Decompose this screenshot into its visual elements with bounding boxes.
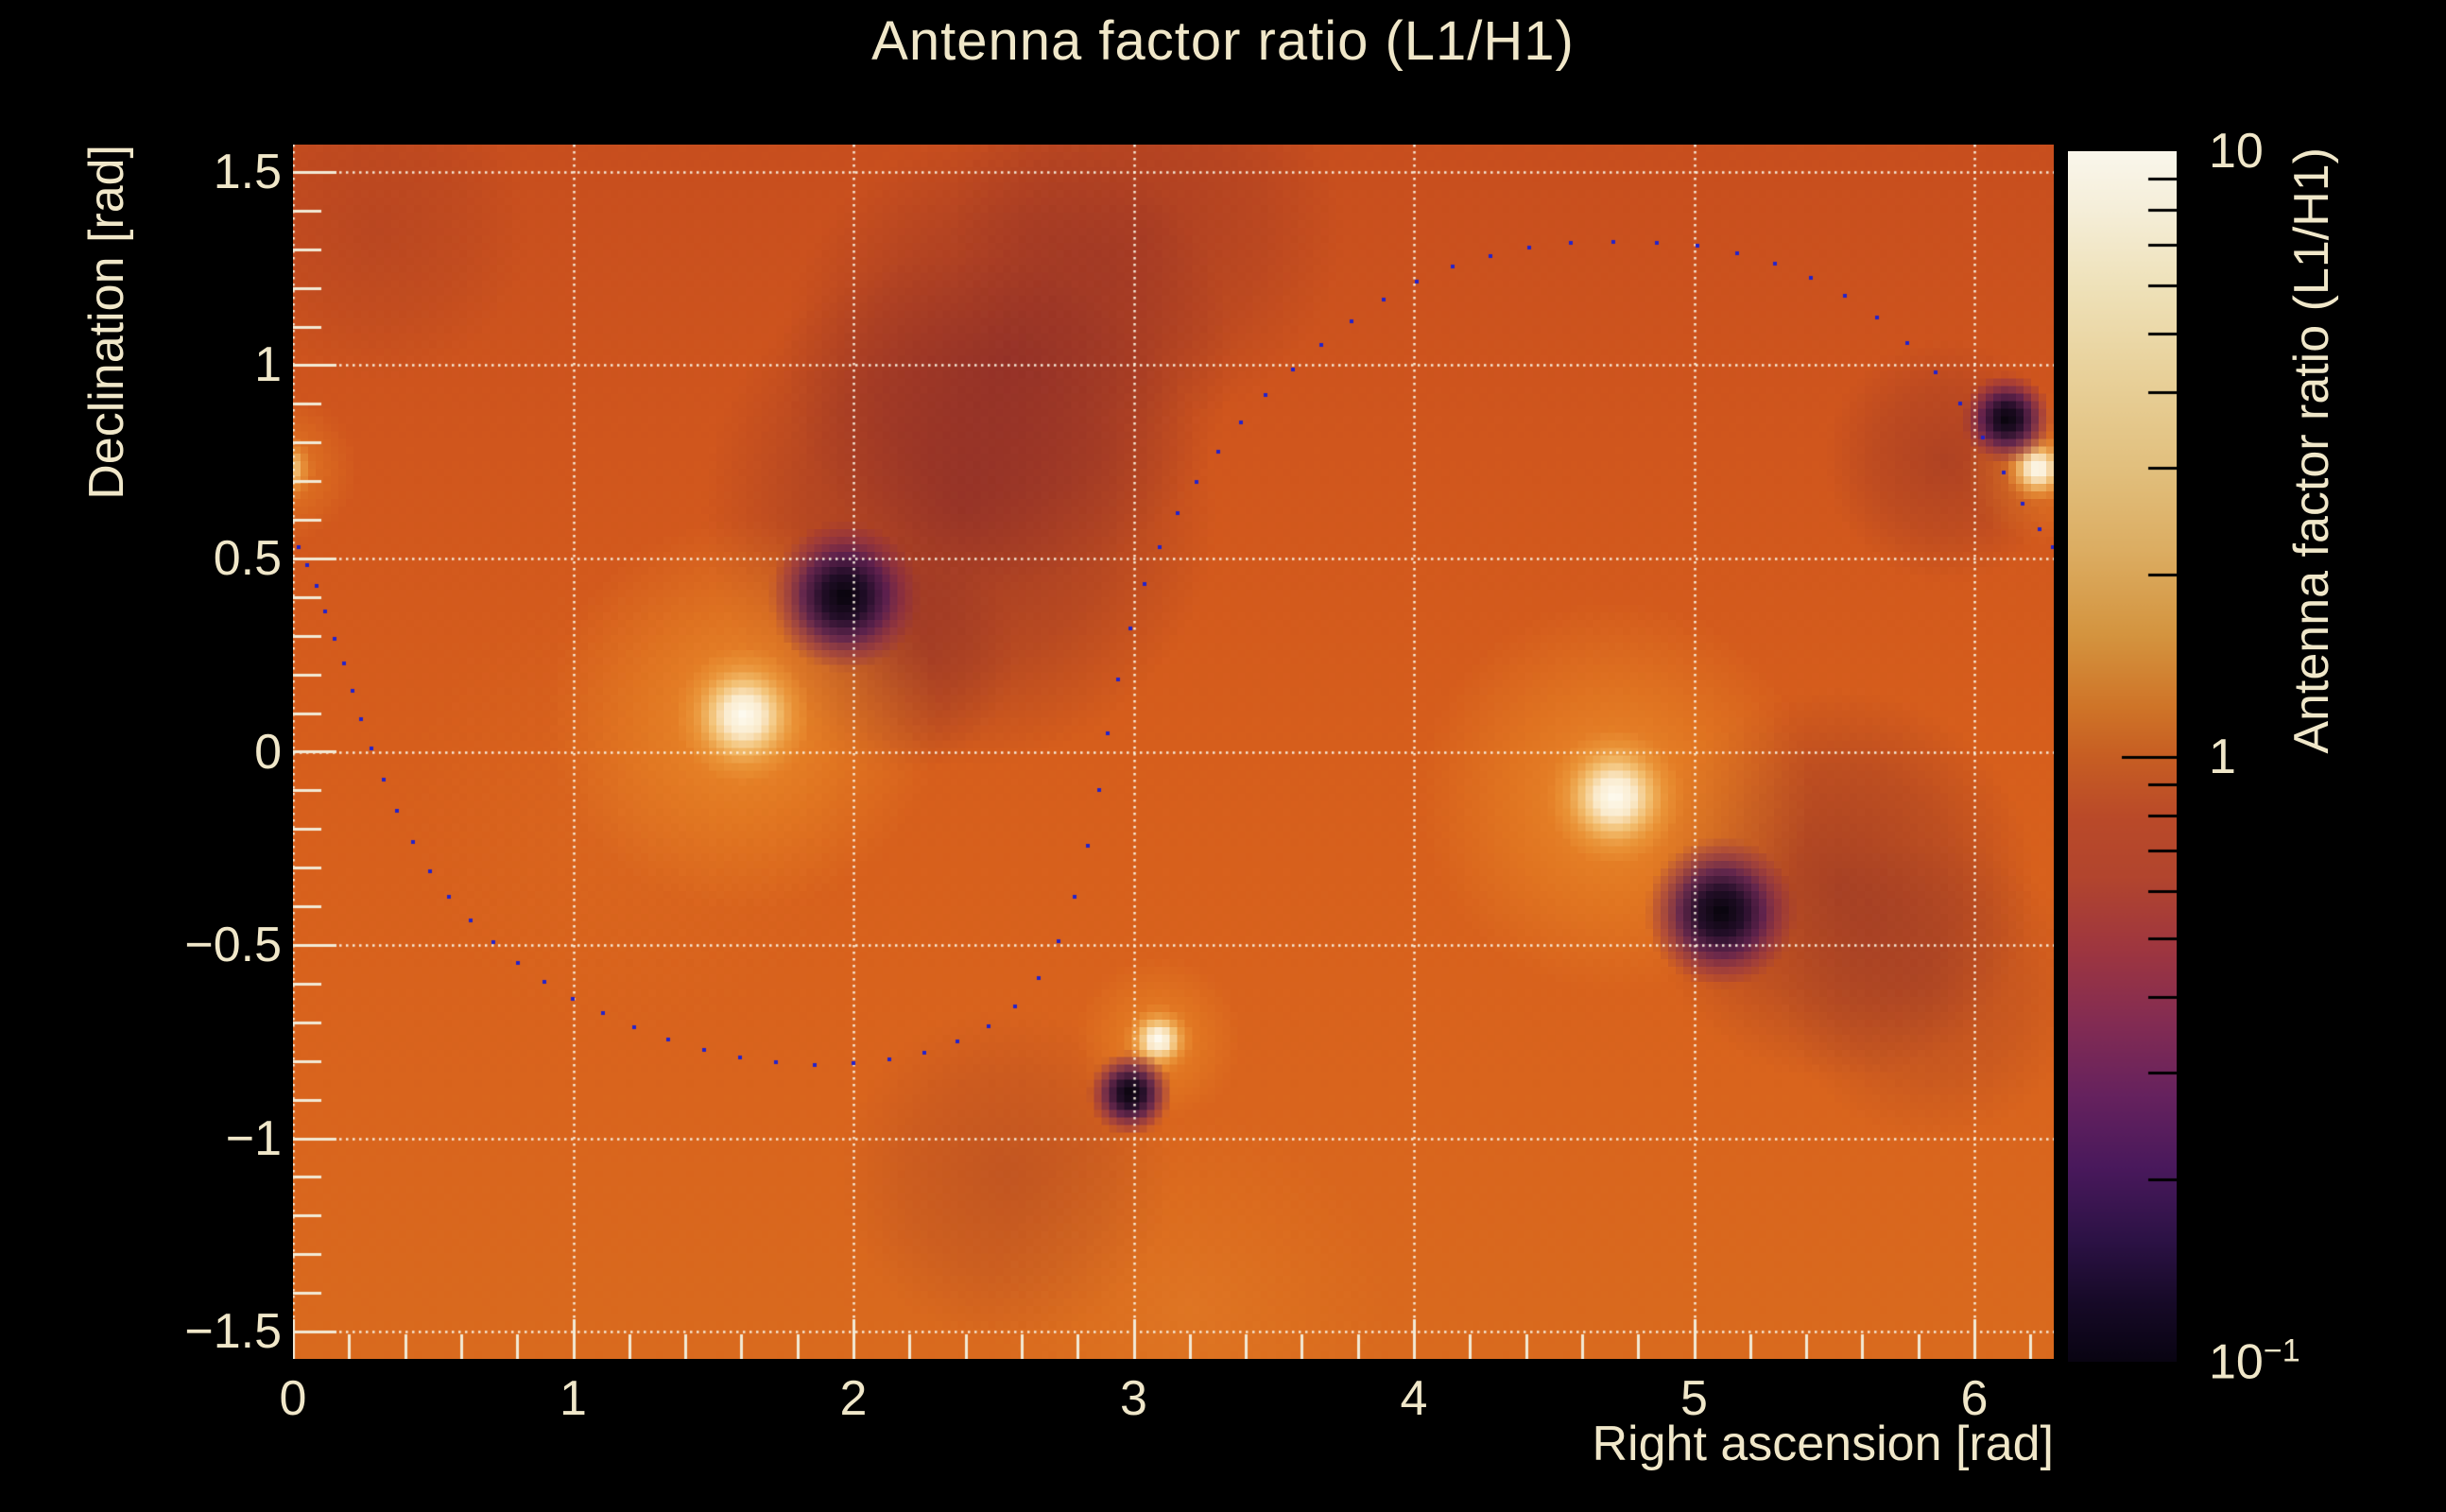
x-tick-label: 3 <box>1120 1371 1147 1426</box>
colorbar-tick-label: 1 <box>2209 729 2236 784</box>
x-tick-label: 6 <box>1960 1371 1989 1426</box>
x-tick-label: 5 <box>1680 1371 1708 1426</box>
colorbar <box>2068 151 2177 1362</box>
x-tick-label: 1 <box>560 1371 587 1426</box>
colorbar-tick-label: 10−1 <box>2209 1332 2300 1390</box>
x-tick-label: 4 <box>1400 1371 1428 1426</box>
y-axis-title: Declination [rad] <box>79 145 134 500</box>
y-tick-label: 1.5 <box>213 144 282 199</box>
page-title: Antenna factor ratio (L1/H1) <box>871 10 1575 72</box>
x-axis-title: Right ascension [rad] <box>1592 1417 2055 1471</box>
colorbar-tick-label: 10 <box>2209 124 2264 179</box>
plot-overlay-grid-and-track <box>293 145 2054 1359</box>
y-tick-label: 1 <box>254 337 282 393</box>
y-tick-label: −1 <box>225 1110 282 1166</box>
y-tick-label: 0 <box>254 724 282 780</box>
y-tick-label: 0.5 <box>213 530 282 586</box>
x-tick-label: 0 <box>279 1371 307 1426</box>
colorbar-title: Antenna factor ratio (L1/H1) <box>2284 147 2339 754</box>
y-tick-label: −1.5 <box>184 1304 282 1360</box>
x-tick-label: 2 <box>839 1371 868 1426</box>
y-tick-label: −0.5 <box>184 918 282 972</box>
